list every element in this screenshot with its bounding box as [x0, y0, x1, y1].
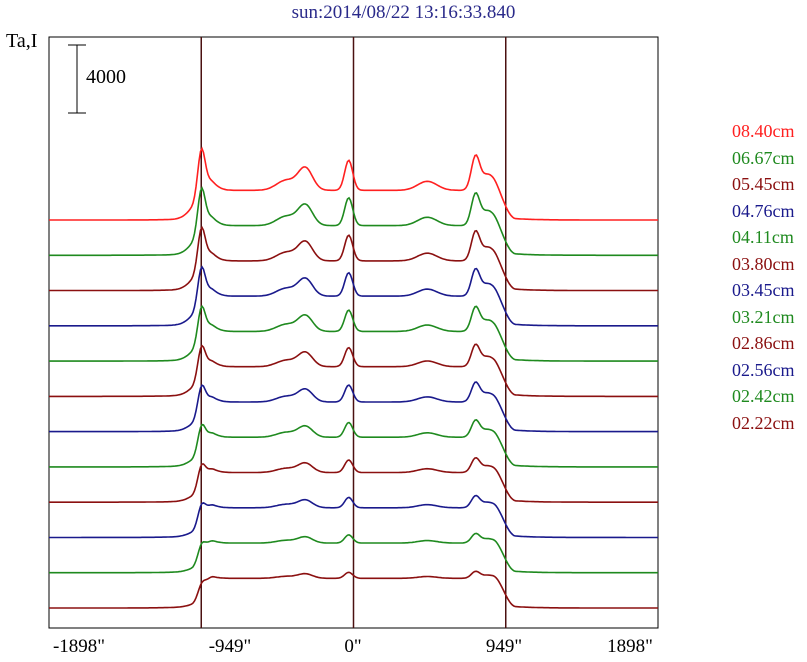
x-tick-label: 0" [344, 636, 362, 657]
legend-item: 05.45cm [732, 174, 795, 194]
legend-item: 02.22cm [732, 412, 795, 433]
series-line-04.76cm [49, 265, 658, 327]
series-line-08.40cm [49, 146, 658, 221]
series-line-02.42cm [49, 532, 658, 574]
series-line-02.56cm [49, 494, 658, 539]
legend-item: 04.76cm [732, 200, 795, 221]
legend-item: 03.45cm [732, 280, 795, 300]
x-tick-label: -949" [208, 636, 252, 657]
scale-bar [68, 44, 86, 114]
series-line-03.45cm [49, 381, 658, 433]
legend-item: 06.67cm [732, 147, 795, 168]
series-line-03.21cm [49, 419, 658, 468]
x-tick-label: 1898" [607, 636, 653, 657]
legend-item: 02.42cm [732, 386, 795, 406]
y-axis-label: Ta,I [6, 30, 38, 52]
legend-item: 04.11cm [732, 227, 794, 247]
series-line-02.22cm [49, 570, 658, 609]
legend-item: 02.86cm [732, 333, 795, 353]
legend-item: 02.56cm [732, 359, 795, 380]
legend-item: 03.80cm [732, 253, 795, 274]
series-line-04.11cm [49, 304, 658, 362]
x-tick-label: 949" [485, 636, 523, 657]
legend-item: 03.21cm [732, 306, 795, 327]
chart-title: sun:2014/08/22 13:16:33.840 [291, 2, 516, 23]
legend: 08.40cm 06.67cm 05.45cm 04.76cm 04.11cm … [732, 118, 795, 436]
x-tick-label: -1898" [52, 636, 106, 657]
legend-item: 08.40cm [732, 121, 795, 141]
series-line-03.80cm [49, 343, 658, 398]
series-line-02.86cm [49, 456, 658, 503]
series-line-05.45cm [49, 225, 658, 292]
series-line-06.67cm [49, 186, 658, 257]
scale-bar-label: 4000 [86, 66, 126, 88]
